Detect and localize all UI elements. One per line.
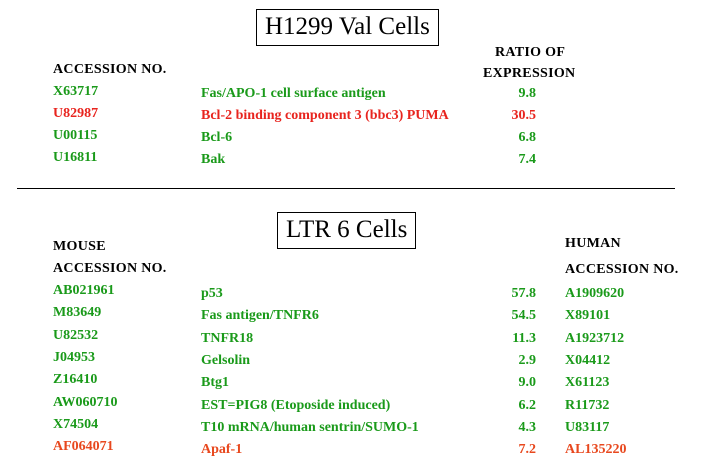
ratio-cell: 7.4: [518, 152, 537, 167]
mouse-accession-cell: M83649: [53, 305, 102, 320]
human-accession-cell: R11732: [565, 398, 610, 413]
gene-name-cell: Apaf-1: [201, 442, 243, 457]
mouse-accession-cell: AW060710: [53, 395, 118, 410]
top-ratio-header-line2: EXPRESSION: [483, 66, 576, 81]
ratio-cell: 4.3: [518, 420, 537, 435]
ratio-cell: 9.0: [518, 375, 537, 390]
human-accession-cell: X61123: [565, 375, 610, 390]
h1299-title: H1299 Val Cells: [256, 9, 439, 46]
mouse-header-line2: ACCESSION NO.: [53, 261, 167, 276]
top-accession-header: ACCESSION NO.: [53, 62, 167, 77]
human-header-line1: HUMAN: [565, 236, 621, 251]
gene-name-cell: T10 mRNA/human sentrin/SUMO-1: [201, 420, 419, 435]
mouse-accession-cell: J04953: [53, 350, 95, 365]
human-accession-cell: X89101: [565, 308, 611, 323]
gene-name-cell: p53: [201, 286, 223, 301]
ratio-cell: 7.2: [518, 442, 537, 457]
ratio-cell: 11.3: [512, 331, 536, 346]
human-accession-cell: U83117: [565, 420, 610, 435]
human-accession-cell: X04412: [565, 353, 611, 368]
gene-name-cell: Fas antigen/TNFR6: [201, 308, 319, 323]
mouse-accession-cell: Z16410: [53, 372, 98, 387]
ltr6-title: LTR 6 Cells: [277, 212, 417, 249]
mouse-accession-cell: AF064071: [53, 439, 114, 454]
mouse-header-line1: MOUSE: [53, 239, 106, 254]
gene-name-cell: EST=PIG8 (Etoposide induced): [201, 398, 391, 413]
gene-name-cell: Bcl-6: [201, 130, 233, 145]
ratio-cell: 54.5: [511, 308, 537, 323]
ratio-cell: 30.5: [511, 108, 537, 123]
section-divider: [17, 188, 675, 189]
ratio-cell: 6.2: [518, 398, 537, 413]
gene-name-cell: TNFR18: [201, 331, 254, 346]
top-ratio-header-line1: RATIO OF: [495, 45, 566, 60]
gene-name-cell: Bcl-2 binding component 3 (bbc3) PUMA: [201, 108, 449, 123]
accession-cell: U82987: [53, 106, 99, 121]
mouse-accession-cell: U82532: [53, 328, 99, 343]
mouse-accession-cell: AB021961: [53, 283, 115, 298]
accession-cell: X63717: [53, 84, 99, 99]
mouse-accession-cell: X74504: [53, 417, 99, 432]
ratio-cell: 6.8: [518, 130, 537, 145]
gene-name-cell: Fas/APO-1 cell surface antigen: [201, 86, 386, 101]
gene-name-cell: Gelsolin: [201, 353, 251, 368]
ratio-cell: 57.8: [511, 286, 537, 301]
gene-name-cell: Bak: [201, 152, 226, 167]
human-header-line2: ACCESSION NO.: [565, 262, 679, 277]
accession-cell: U16811: [53, 150, 98, 165]
accession-cell: U00115: [53, 128, 98, 143]
human-accession-cell: AL135220: [565, 442, 627, 457]
ratio-cell: 2.9: [518, 353, 537, 368]
ratio-cell: 9.8: [518, 86, 537, 101]
human-accession-cell: A1909620: [565, 286, 625, 301]
gene-name-cell: Btg1: [201, 375, 229, 390]
human-accession-cell: A1923712: [565, 331, 625, 346]
